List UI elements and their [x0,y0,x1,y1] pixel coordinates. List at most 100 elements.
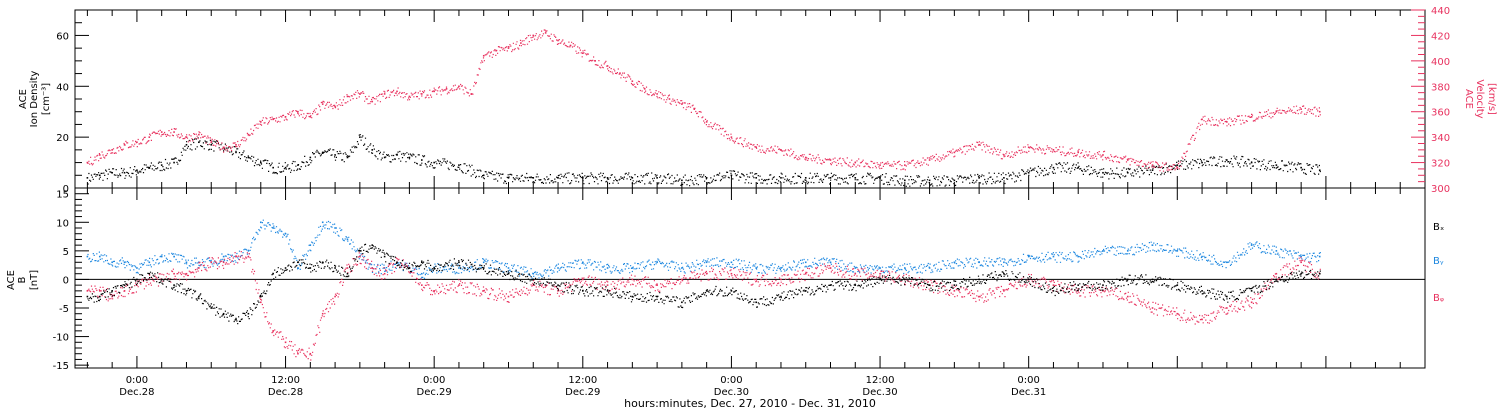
data-point [1102,250,1104,252]
data-point [606,284,609,286]
data-point [309,116,312,118]
data-point [904,179,906,182]
data-point [681,267,683,269]
data-point [1300,166,1302,169]
data-point [136,267,138,269]
data-point [235,151,237,154]
data-point [111,149,113,151]
data-point [904,278,906,281]
data-point [86,290,89,292]
data-point [185,261,188,264]
top-right-tick-label: 360 [1431,108,1450,119]
data-point [1151,307,1154,309]
data-point [1226,295,1228,298]
top-right-tick-label: 340 [1431,133,1450,144]
legend-bz: Bᵩ [1433,293,1444,304]
data-point [123,143,126,146]
data-point [755,301,757,304]
data-point [408,267,411,269]
data-point [1300,261,1302,264]
data-point [978,278,980,281]
data-point [1275,272,1278,275]
data-point [1077,151,1080,154]
data-point [198,133,200,136]
data-point [953,284,956,286]
bottom-panel-frame [74,187,1426,369]
data-point [259,161,262,164]
data-point [482,290,485,292]
x-tick-time: 12:00 [271,375,300,386]
data-point [297,267,299,269]
data-point [334,295,336,298]
data-point [86,295,89,298]
data-point [557,39,559,42]
data-point [309,267,312,269]
data-point [606,290,609,292]
data-point [532,278,535,281]
data-point [359,93,361,95]
data-point [631,295,634,298]
data-point [272,118,274,121]
data-point [1318,272,1321,275]
data-point [730,174,733,177]
data-point [693,108,696,110]
data-point [433,290,435,292]
data-point [420,93,423,95]
data-point [1126,159,1129,161]
data-point [978,177,980,179]
data-point [482,54,485,57]
data-point [520,42,522,44]
data-point [458,164,460,166]
data-point [879,267,881,269]
x-tick-time: 0:00 [126,375,148,386]
data-point [1250,244,1253,246]
data-point [111,261,113,264]
x-tick-date: Dec.28 [119,387,154,398]
data-point [148,272,151,275]
data-point [198,267,200,269]
data-point [594,60,596,62]
data-point [408,95,411,98]
data-point [953,179,956,182]
data-point [458,85,460,88]
data-point [854,284,857,286]
top-right-ylabel-3: [km/s] [1486,83,1497,115]
data-point [928,284,931,286]
data-point [371,100,374,103]
data-point [656,295,658,298]
data-point [1201,255,1203,258]
x-tick-date: Dec.31 [1011,387,1046,398]
data-point [705,177,708,179]
data-point [321,221,324,224]
top-right-ylabel-2: Velocity [1474,79,1485,118]
data-point [1201,118,1203,121]
data-point [111,171,113,174]
data-point [804,290,807,292]
data-point [173,272,175,275]
data-point [420,261,423,264]
data-point [247,255,250,258]
data-point [222,261,225,264]
data-point [272,272,274,275]
data-point [86,255,89,258]
data-point [1201,290,1203,292]
data-point [532,177,535,179]
data-point [297,352,299,355]
data-point [458,267,460,269]
data-point [136,141,138,144]
data-point [371,244,374,246]
data-point [185,290,188,292]
top-left-tick-label: 60 [56,31,69,42]
top-right-tick-label: 420 [1431,31,1450,42]
bottom-tick-label: -10 [53,333,69,344]
top-left-tick-label: 20 [56,133,69,144]
data-point [854,161,857,164]
x-ticks: 0:00Dec.2812:00Dec.280:00Dec.2912:00Dec.… [86,10,1401,398]
data-point [272,166,274,169]
x-tick-time: 12:00 [866,375,895,386]
data-point [1052,149,1055,151]
top-right-tick-label: 440 [1431,6,1450,17]
data-point [928,159,931,161]
data-point [507,295,510,298]
